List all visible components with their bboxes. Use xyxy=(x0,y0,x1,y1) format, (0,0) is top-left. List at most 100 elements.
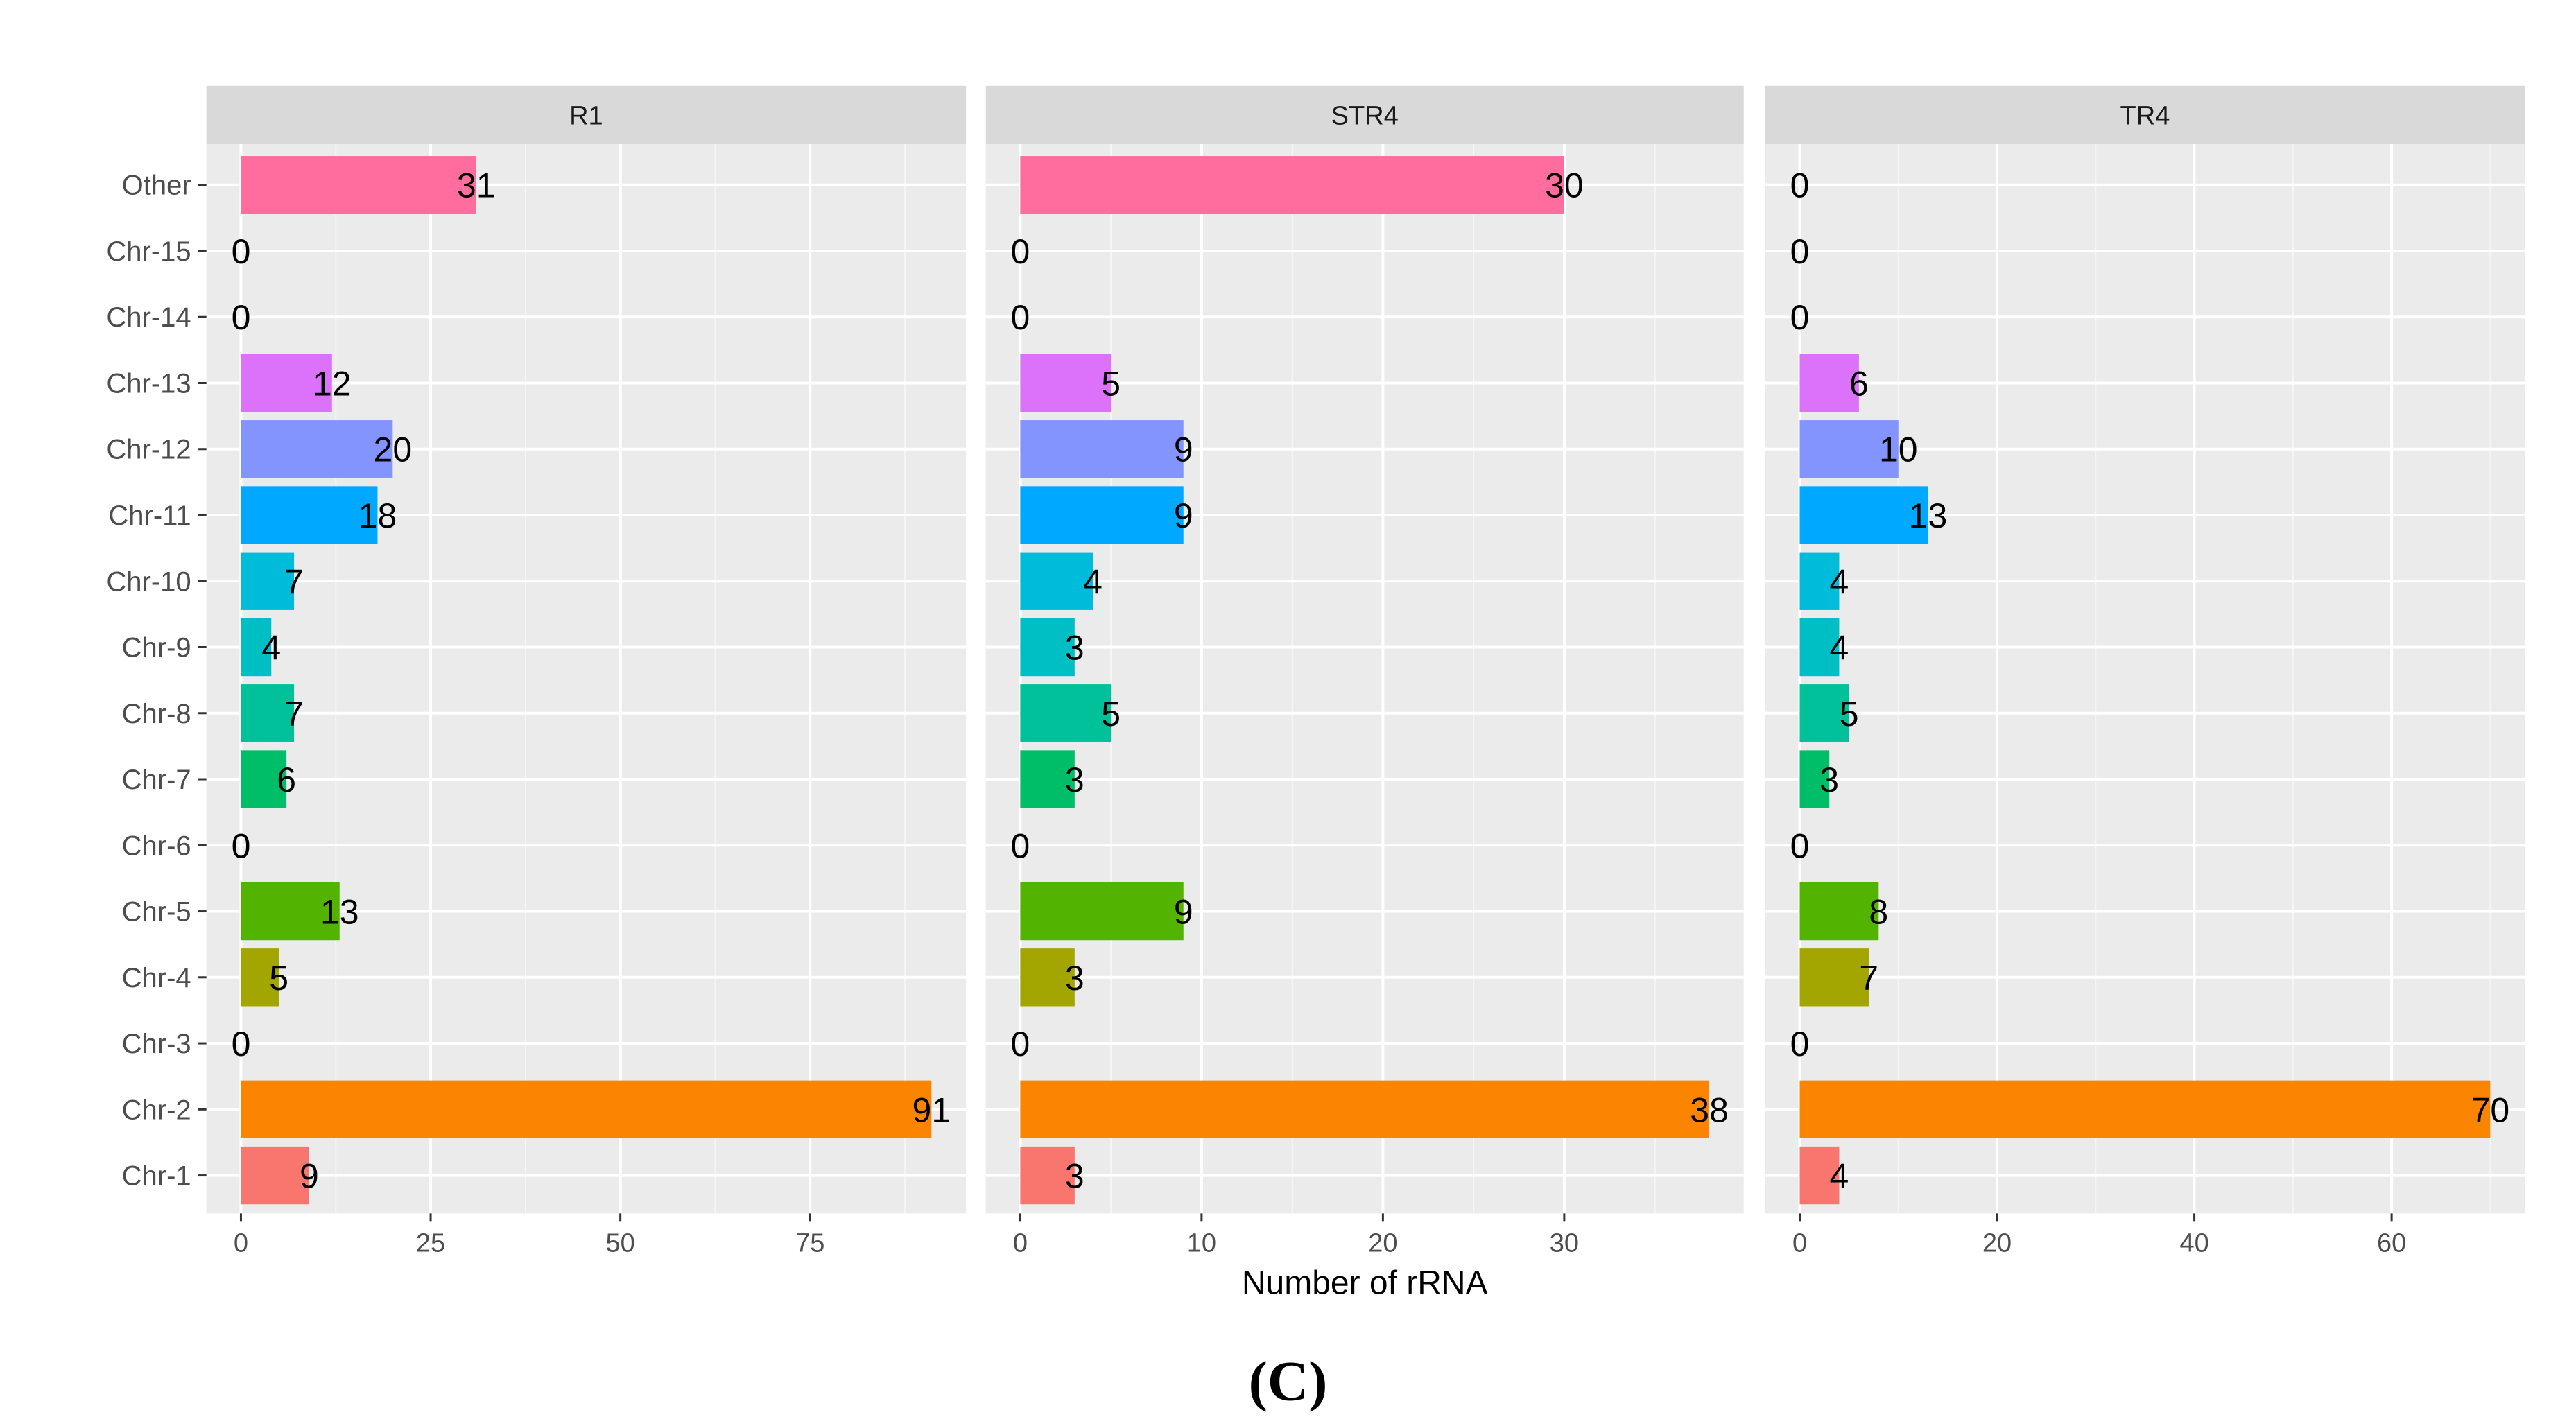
value-label: 4 xyxy=(1830,629,1849,668)
value-label: 9 xyxy=(1174,496,1193,535)
bar-chr-8 xyxy=(241,684,295,742)
value-label: 3 xyxy=(1065,760,1084,799)
value-label: 0 xyxy=(1790,232,1810,271)
bar-chr-12 xyxy=(1799,420,1899,478)
facet-strip-STR4 xyxy=(985,85,1744,144)
y-tick-label: Chr-3 xyxy=(122,1029,191,1059)
value-label: 0 xyxy=(1010,1025,1030,1063)
bar-chr-11 xyxy=(1799,486,1928,544)
y-tick-label: Other xyxy=(122,171,191,201)
bar-chr-5 xyxy=(1799,882,1879,941)
value-label: 0 xyxy=(232,298,251,337)
facet-strip-label: R1 xyxy=(569,102,603,131)
facet-strip-label: STR4 xyxy=(1331,102,1399,131)
value-label: 12 xyxy=(313,364,352,403)
bar-chr-1 xyxy=(241,1146,309,1205)
value-label: 0 xyxy=(1790,1025,1810,1063)
value-label: 18 xyxy=(358,496,397,535)
value-label: 0 xyxy=(232,232,251,271)
value-label: 3 xyxy=(1065,959,1084,998)
value-label: 20 xyxy=(374,431,413,469)
value-label: 3 xyxy=(1065,629,1084,668)
value-label: 0 xyxy=(232,826,251,865)
x-tick-label: 40 xyxy=(2179,1228,2208,1258)
value-label: 70 xyxy=(2471,1090,2510,1129)
y-tick-label: Chr-7 xyxy=(122,765,191,795)
y-tick-label: Chr-13 xyxy=(106,368,191,399)
panel-background xyxy=(985,144,1744,1214)
bar-chr-13 xyxy=(1799,354,1859,412)
bar-other xyxy=(241,156,476,214)
value-label: 0 xyxy=(232,1025,251,1063)
bar-chr-1 xyxy=(1799,1146,1840,1205)
value-label: 9 xyxy=(1174,893,1193,932)
panel-background xyxy=(206,144,967,1214)
value-label: 4 xyxy=(1830,562,1849,601)
bar-chr-10 xyxy=(1799,552,1840,610)
bar-chr-5 xyxy=(241,882,340,941)
bar-chr-4 xyxy=(1799,948,1869,1007)
bar-chr-2 xyxy=(1799,1080,2491,1138)
y-tick-label: Chr-15 xyxy=(106,236,191,267)
bar-chr-4 xyxy=(1020,948,1075,1007)
x-axis-title: Number of rRNA xyxy=(1242,1264,1488,1301)
x-tick-label: 20 xyxy=(1982,1228,2012,1258)
value-label: 6 xyxy=(1849,364,1869,403)
bar-chr-4 xyxy=(241,948,279,1007)
x-tick-label: 30 xyxy=(1550,1228,1579,1258)
bar-chr-8 xyxy=(1799,684,1849,742)
x-tick-label: 0 xyxy=(234,1228,248,1258)
bar-chr-10 xyxy=(1020,552,1093,610)
bar-chr-13 xyxy=(1020,354,1112,412)
y-tick-label: Chr-6 xyxy=(122,831,191,861)
figure-caption: (C) xyxy=(1249,1350,1328,1413)
x-tick-label: 0 xyxy=(1013,1228,1028,1258)
value-label: 30 xyxy=(1545,166,1584,205)
value-label: 4 xyxy=(1830,1157,1849,1196)
value-label: 9 xyxy=(1174,431,1193,469)
bar-chr-7 xyxy=(1020,750,1075,808)
value-label: 0 xyxy=(1790,166,1810,205)
bar-chr-12 xyxy=(1020,420,1184,478)
bar-chr-13 xyxy=(241,354,332,412)
y-tick-label: Chr-10 xyxy=(106,566,191,597)
bar-chr-2 xyxy=(1020,1080,1710,1138)
value-label: 10 xyxy=(1879,431,1918,469)
bar-chr-11 xyxy=(1020,486,1184,544)
y-tick-label: Chr-1 xyxy=(122,1161,191,1192)
bar-chr-11 xyxy=(241,486,378,544)
bar-chr-7 xyxy=(241,750,287,808)
panel-background xyxy=(1765,144,2525,1214)
bar-chr-1 xyxy=(1020,1146,1075,1205)
bar-chr-9 xyxy=(1020,618,1075,677)
value-label: 0 xyxy=(1010,826,1030,865)
facet-strip-TR4 xyxy=(1765,85,2525,144)
value-label: 3 xyxy=(1065,1157,1084,1196)
y-tick-label: Chr-4 xyxy=(122,963,191,993)
bar-chr-10 xyxy=(241,552,295,610)
x-tick-label: 20 xyxy=(1368,1228,1397,1258)
value-label: 0 xyxy=(1010,298,1030,337)
value-label: 38 xyxy=(1690,1090,1729,1129)
value-label: 13 xyxy=(320,893,359,932)
value-label: 5 xyxy=(1101,364,1121,403)
value-label: 7 xyxy=(284,695,304,733)
value-label: 7 xyxy=(1859,959,1878,998)
y-tick-label: Chr-14 xyxy=(106,302,191,333)
value-label: 4 xyxy=(261,629,281,668)
value-label: 5 xyxy=(269,959,288,998)
y-tick-label: Chr-5 xyxy=(122,897,191,928)
value-label: 6 xyxy=(277,760,296,799)
bar-chr-8 xyxy=(1020,684,1112,742)
x-tick-label: 25 xyxy=(416,1228,445,1258)
x-tick-label: 75 xyxy=(795,1228,824,1258)
value-label: 0 xyxy=(1010,232,1030,271)
value-label: 5 xyxy=(1840,695,1859,733)
value-label: 0 xyxy=(1790,826,1810,865)
x-tick-label: 50 xyxy=(606,1228,635,1258)
y-tick-label: Chr-11 xyxy=(108,501,191,531)
value-label: 7 xyxy=(284,562,304,601)
value-label: 31 xyxy=(457,166,496,205)
value-label: 0 xyxy=(1790,298,1810,337)
x-tick-label: 0 xyxy=(1792,1228,1807,1258)
